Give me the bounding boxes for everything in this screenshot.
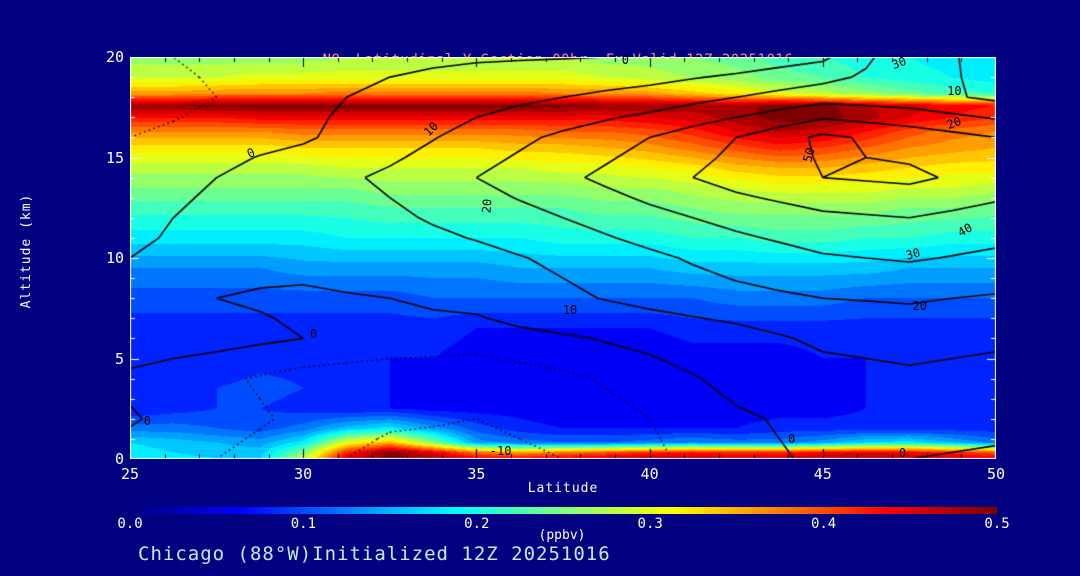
x-axis-label: Latitude <box>527 481 599 496</box>
contour-line-label: 0 <box>898 445 907 460</box>
colorbar-unit-label: (ppbv) <box>538 528 586 543</box>
y-tick-label: 15 <box>105 148 124 167</box>
contour-line-label: 10 <box>562 303 578 318</box>
colorbar-tick-label: 0.1 <box>290 516 317 532</box>
contour-plot-canvas <box>130 57 996 459</box>
x-tick-label: 50 <box>986 465 1006 483</box>
contour-line-label: 10 <box>947 84 962 99</box>
contour-line-label: 0 <box>309 327 318 342</box>
y-tick-label: 20 <box>105 48 124 66</box>
contour-line-label: 20 <box>912 299 928 314</box>
contour-line-label: -10 <box>489 443 512 458</box>
x-tick-label: 40 <box>640 465 659 483</box>
contour-line-label: 0 <box>143 413 151 428</box>
x-tick-label: 35 <box>467 465 486 483</box>
contour-plot-area <box>130 57 996 459</box>
colorbar-tick-label: 0.3 <box>637 516 663 532</box>
contour-line-label: 0 <box>621 53 629 67</box>
y-tick-label: 10 <box>105 249 124 267</box>
x-tick-label: 25 <box>120 465 140 483</box>
contour-line-label: 20 <box>479 197 495 214</box>
y-tick-label: 0 <box>114 450 124 468</box>
caption-text: Chicago (88°W)Initialized 12Z 20251016 <box>138 543 611 565</box>
colorbar <box>130 507 997 514</box>
x-tick-label: 30 <box>294 465 313 483</box>
y-axis-label: Altitude (km) <box>19 193 34 309</box>
x-tick-label: 45 <box>813 465 832 483</box>
colorbar-tick-label: 0.4 <box>810 516 837 532</box>
contour-line-label: 0 <box>787 431 796 446</box>
y-tick-label: 5 <box>114 349 124 368</box>
contour-line-label: 30 <box>904 245 922 263</box>
colorbar-tick-label: 0.2 <box>464 516 490 532</box>
colorbar-tick-label: 0.0 <box>117 516 143 532</box>
colorbar-tick-label: 0.5 <box>984 516 1010 532</box>
